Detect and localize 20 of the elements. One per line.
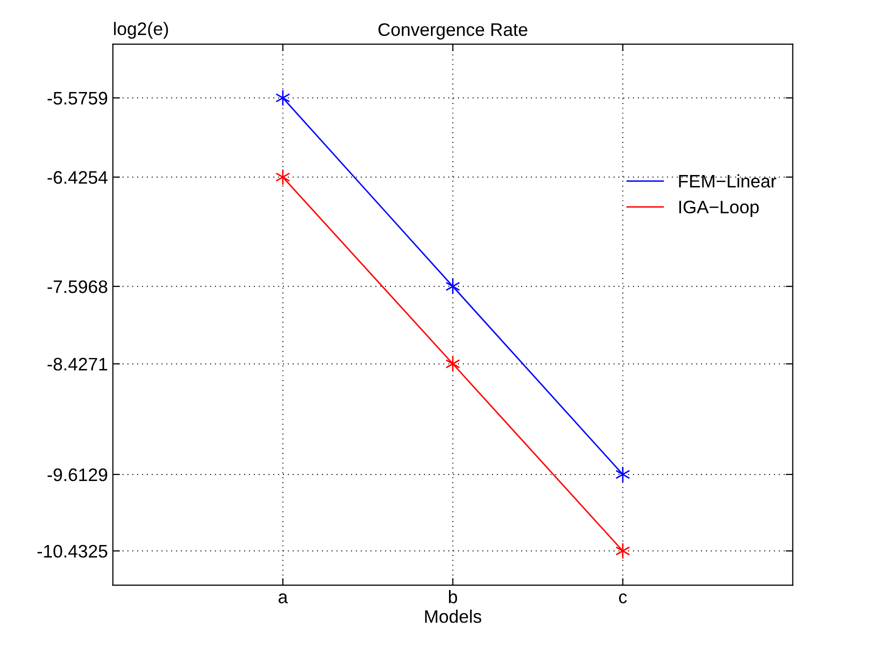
legend-label: IGA−Loop (679, 200, 759, 217)
point (276, 90, 290, 106)
point (446, 356, 460, 372)
x-tick-label: a (278, 593, 288, 604)
y-tick-label: -9.6129 (48, 468, 108, 482)
y-tick-label: -5.5759 (48, 92, 108, 105)
legend-label: FEM−Linear (679, 174, 776, 188)
point (615, 542, 630, 560)
y-tick-label: -10.4325 (38, 544, 108, 558)
chart-title: Convergence Rate (378, 23, 528, 40)
point (276, 168, 290, 186)
y-axis-title: log2(e) (114, 22, 168, 39)
point (446, 278, 460, 295)
x-axis-title: Models (425, 610, 482, 623)
x-tick-label: b (448, 590, 458, 604)
y-tick-label: -7.5968 (48, 280, 108, 294)
y-tick-label: -8.4271 (48, 358, 108, 371)
x-tick-label: c (619, 593, 627, 604)
y-tick-label: -6.4254 (48, 171, 108, 184)
point (615, 466, 630, 483)
